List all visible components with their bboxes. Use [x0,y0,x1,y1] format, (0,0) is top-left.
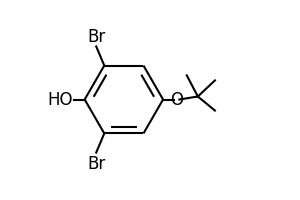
Text: O: O [170,91,183,109]
Text: Br: Br [87,28,105,46]
Text: Br: Br [87,154,105,172]
Text: HO: HO [47,91,73,109]
